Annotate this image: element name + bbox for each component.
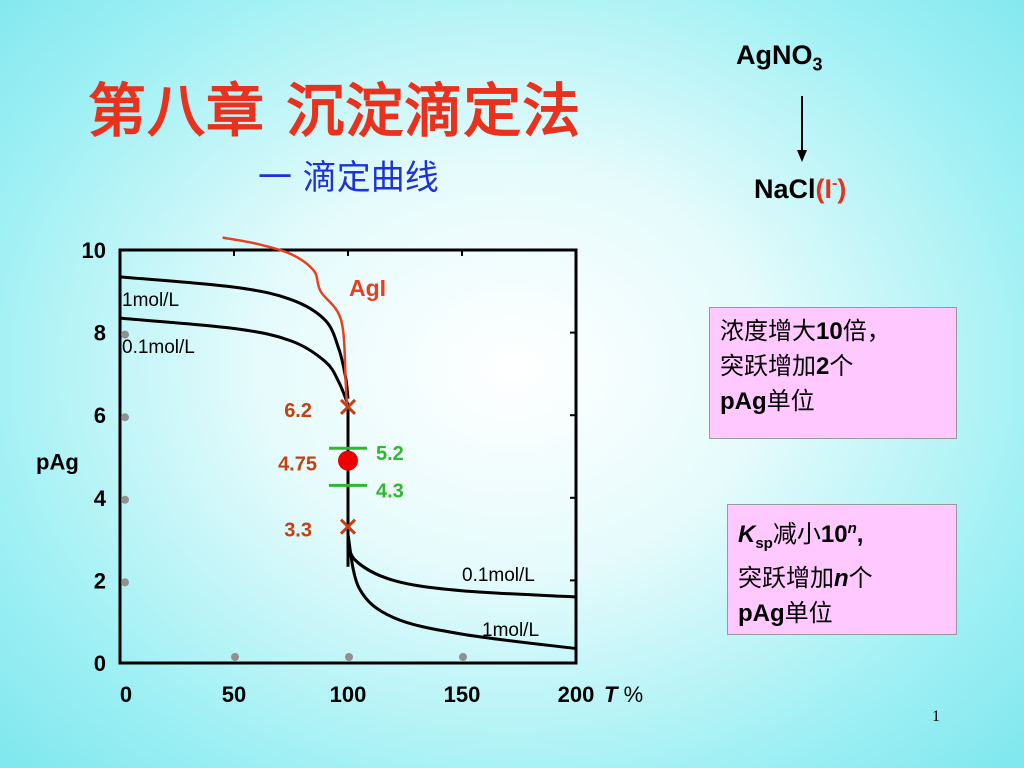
note1-bold-pag: pAg <box>720 388 767 415</box>
x-tick-label-50: 50 <box>222 682 246 707</box>
curve-01moll-before-equivalence <box>119 316 350 406</box>
y-axis-dot <box>121 495 129 504</box>
annotation-4.75: 4.75 <box>278 454 317 476</box>
label-1mol-after: 1mol/L <box>482 620 539 641</box>
note2-bold-10: 10 <box>820 521 848 548</box>
curve-agi-full <box>222 236 349 407</box>
label-1mol-before: 1mol/L <box>122 290 179 311</box>
titrant-formula: AgNO <box>736 40 813 70</box>
note1-bold-2: 2 <box>816 353 830 380</box>
x-tick-label-0: 0 <box>120 682 132 707</box>
note2-ksub: sp <box>755 534 773 552</box>
note2-bold-pag: pAg <box>738 599 785 627</box>
analyte-paren-close: ) <box>837 174 847 204</box>
x-axis-label: T % <box>604 682 643 707</box>
note1-text-d: 个 <box>829 352 854 380</box>
slide-subtitle: 一 滴定曲线 <box>258 158 439 198</box>
note-ksp: Ksp减小10n, 突跃增加n个 pAg单位 <box>727 504 957 635</box>
note2-n-exp: n <box>847 520 857 537</box>
note1-text-a: 浓度增大 <box>720 317 816 345</box>
x-tick-label-200: 200 <box>558 682 595 707</box>
y-axis-dot <box>121 578 129 587</box>
analyte-label: NaCl(I-) <box>754 174 846 205</box>
analyte-ion-symbol: I <box>824 174 833 204</box>
y-tick-label-2: 2 <box>94 568 106 593</box>
annotation-3.3: 3.3 <box>284 520 312 542</box>
analyte-paren-open: ( <box>815 174 825 204</box>
annotation-4.3: 4.3 <box>376 480 404 502</box>
note2-text-b: 突跃增加 <box>738 563 834 592</box>
note2-n: n <box>834 564 849 592</box>
label-agi: AgI <box>349 275 386 301</box>
x-tick-label-150: 150 <box>444 682 481 707</box>
note-concentration: 浓度增大10倍， 突跃增加2个 pAg单位 <box>709 307 957 439</box>
x-axis-dot <box>231 653 239 661</box>
y-tick-label-6: 6 <box>94 403 106 428</box>
note2-text-c: 个 <box>848 563 873 592</box>
titrant-subscript: 3 <box>812 54 823 75</box>
curve-1moll-after-equivalence <box>346 534 577 651</box>
analyte-ion-charge: - <box>832 175 838 192</box>
y-tick-label-4: 4 <box>94 486 107 511</box>
note1-text-c: 突跃增加 <box>720 352 816 380</box>
y-tick-label-10: 10 <box>82 238 106 263</box>
label-01mol-after: 0.1mol/L <box>462 565 535 586</box>
label-01mol-before: 0.1mol/L <box>122 337 195 358</box>
note1-text-e: 单位 <box>766 387 815 415</box>
page-number: 1 <box>932 708 940 725</box>
titrant-label: AgNO3 <box>736 40 823 75</box>
x-axis-dot <box>459 653 467 661</box>
note1-text-b: 倍， <box>842 317 891 345</box>
annotation-6.2: 6.2 <box>284 400 312 422</box>
note2-comma: , <box>856 521 864 548</box>
note2-text-d: 单位 <box>784 598 833 627</box>
analyte-ion: (I-) <box>816 174 847 204</box>
marker-x-3.3-b <box>339 518 357 535</box>
y-tick-label-8: 8 <box>94 321 106 346</box>
slide-title: 第八章 沉淀滴定法 <box>88 77 582 145</box>
y-tick-label-0: 0 <box>94 651 106 676</box>
equivalence-point-dot <box>338 450 358 471</box>
x-tick-label-100: 100 <box>330 682 367 707</box>
y-axis-dot <box>121 413 129 422</box>
note2-k: K <box>738 521 756 548</box>
note2-text-a: 减小 <box>772 520 821 548</box>
annotation-5.2: 5.2 <box>376 443 404 465</box>
marker-x-6.2-b <box>339 398 357 416</box>
x-axis-dot <box>345 653 353 661</box>
analyte-formula: NaCl <box>754 174 816 204</box>
note1-bold-10: 10 <box>816 318 843 345</box>
y-axis-label: pAg <box>36 450 79 475</box>
y-axis-dot <box>121 330 129 339</box>
